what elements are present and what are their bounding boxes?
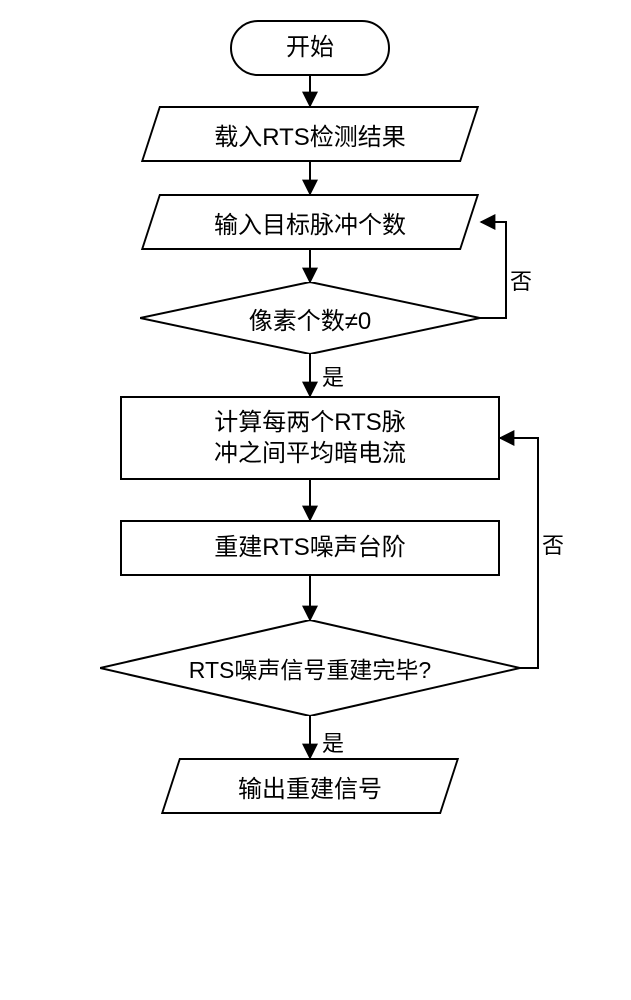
edge-label-d2-no: 否 (542, 528, 564, 560)
node-io-output-signal: 输出重建信号 (170, 758, 450, 814)
node-decision-rebuild-done-label: RTS噪声信号重建完毕? (189, 651, 431, 685)
edge-label-d1-no: 否 (510, 264, 532, 296)
edge-label-d1-yes: 是 (322, 360, 344, 392)
node-io-input-pulse-count: 输入目标脉冲个数 (150, 194, 470, 250)
node-start-label: 开始 (286, 32, 334, 63)
node-io-load-rts: 载入RTS检测结果 (150, 106, 470, 162)
node-decision-pixel-count-label: 像素个数≠0 (249, 301, 372, 336)
node-io-input-pulse-count-label: 输入目标脉冲个数 (214, 205, 406, 240)
node-io-load-rts-label: 载入RTS检测结果 (214, 117, 406, 152)
node-process-rebuild-step-label: 重建RTS噪声台阶 (214, 532, 406, 563)
node-process-avg-dark-current-label: 计算每两个RTS脉 冲之间平均暗电流 (214, 407, 406, 469)
node-decision-rebuild-done: RTS噪声信号重建完毕? (100, 620, 520, 716)
node-decision-pixel-count: 像素个数≠0 (140, 282, 480, 354)
node-process-rebuild-step: 重建RTS噪声台阶 (120, 520, 500, 576)
node-process-avg-dark-current: 计算每两个RTS脉 冲之间平均暗电流 (120, 396, 500, 480)
edge-label-d2-yes: 是 (322, 726, 344, 758)
node-io-output-signal-label: 输出重建信号 (238, 769, 382, 804)
node-start: 开始 (230, 20, 390, 76)
